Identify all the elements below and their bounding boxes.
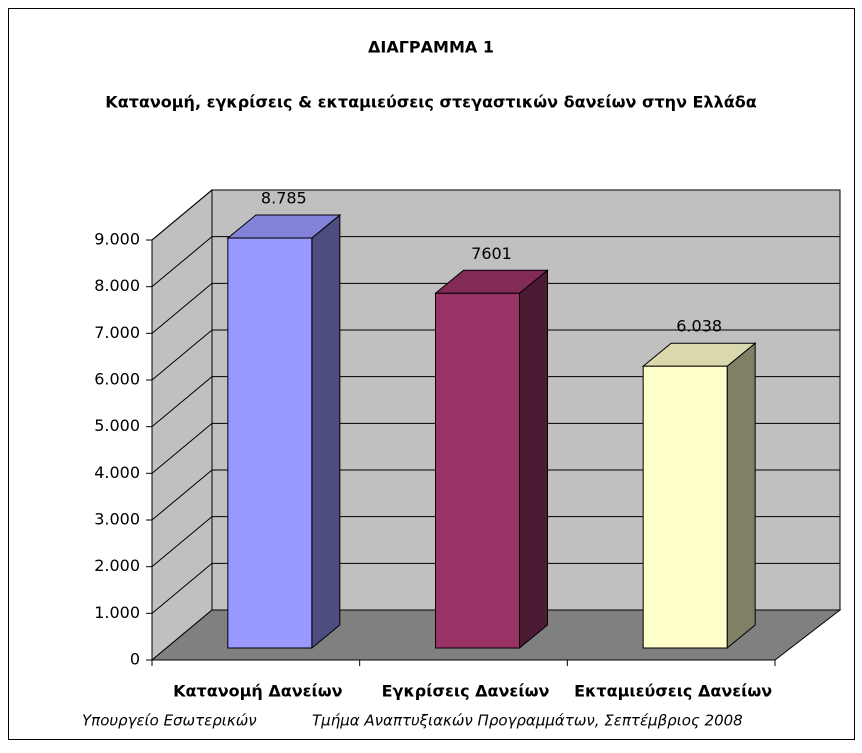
bar-side [311, 213, 341, 650]
bar-side [519, 269, 548, 650]
bar [227, 237, 313, 649]
grid-line [151, 329, 840, 381]
chart-title: ΔΙΑΓΡΑΜΜΑ 1 [368, 38, 494, 57]
bar [435, 292, 520, 649]
y-tick-label: 6.000 [94, 370, 140, 389]
grid-line [151, 516, 840, 568]
x-tick-label: Εκταμιεύσεις Δανείων [574, 682, 772, 701]
value-label: 8.785 [261, 189, 307, 208]
grid-line [151, 282, 840, 334]
grid-line [151, 562, 840, 614]
grid-line [151, 236, 840, 288]
value-label: 6.038 [676, 317, 722, 336]
y-tick-label: 7.000 [94, 323, 140, 342]
y-tick-label: 0 [130, 650, 140, 669]
y-tick-label: 1.000 [94, 603, 140, 622]
x-tick-label: Εγκρίσεις Δανείων [382, 682, 550, 701]
y-tick-label: 2.000 [94, 556, 140, 575]
grid-line [151, 376, 840, 428]
labels: 0 1.000 2.000 3.000 4.000 5.000 6.000 7.000 8.00… [82, 189, 772, 730]
value-label: 7601 [471, 244, 512, 263]
grid-line [151, 422, 840, 474]
y-tick-label: 8.000 [94, 276, 140, 295]
x-tick-label: Κατανομή Δανείων [173, 682, 343, 701]
grid [146, 189, 840, 666]
grid-line [151, 189, 840, 241]
y-tick-label: 9.000 [94, 230, 140, 249]
y-tick-label: 3.000 [94, 510, 140, 529]
footnote: Τμήμα Αναπτυξιακών Προγραμμάτων, Σεπτέμβ… [312, 712, 743, 730]
grid-line [151, 469, 840, 521]
bar-side [726, 342, 756, 650]
y-tick-label: 4.000 [94, 463, 140, 482]
y-tick-label: 5.000 [94, 416, 140, 435]
bars [226, 213, 757, 650]
footnote: Υπουργείο Εσωτερικών [82, 712, 257, 730]
chart-subtitle: Κατανομή, εγκρίσεις & εκταμιεύσεις στεγα… [105, 93, 756, 112]
side-wall [151, 188, 213, 662]
bar [642, 365, 728, 649]
